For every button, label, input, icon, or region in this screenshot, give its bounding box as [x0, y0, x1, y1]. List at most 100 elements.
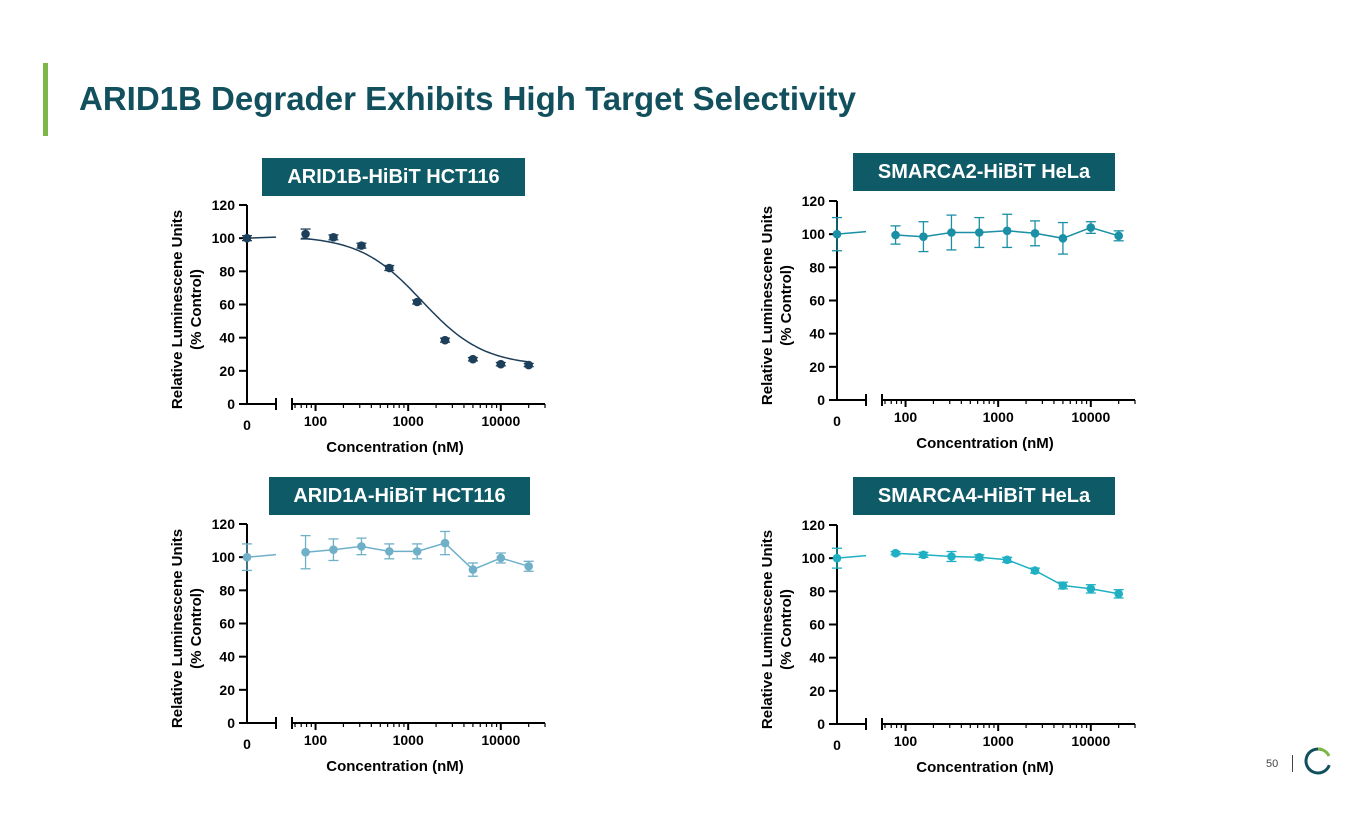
x-tick-label: 1000	[983, 733, 1014, 749]
x-tick-label: 10000	[481, 732, 520, 748]
data-point	[1058, 581, 1068, 590]
data-point	[468, 354, 478, 364]
panel-label-smarca4: SMARCA4-HiBiT HeLa	[853, 477, 1115, 515]
ring-logo-icon	[1302, 745, 1334, 782]
y-tick-label: 80	[809, 583, 825, 599]
data-point	[947, 552, 956, 561]
x-tick-label: 1000	[983, 409, 1014, 425]
data-point	[1058, 234, 1068, 243]
x-tick-label: 1000	[393, 732, 424, 748]
y-axis-label-line: Relative Luminescene Units	[169, 210, 186, 409]
chart-smarca4: 0 20 40 60 80 100 120 Relative Luminescene Unit…	[740, 510, 1150, 785]
y-tick-label: 60	[809, 617, 825, 633]
y-tick-label: 100	[802, 550, 826, 566]
data-point	[468, 565, 478, 574]
data-point	[440, 538, 450, 548]
footer-divider	[1292, 755, 1293, 772]
x-tick-label: 10000	[1071, 409, 1110, 425]
y-tick-label: 120	[802, 193, 826, 209]
data-point	[412, 547, 422, 556]
x-axis-label: Concentration (nM)	[326, 439, 463, 456]
data-point	[832, 229, 842, 239]
y-axis-label-line: Relative Luminescene Units	[759, 206, 776, 405]
x-axis-label: Concentration (nM)	[326, 758, 463, 775]
y-tick-label: 0	[817, 392, 825, 408]
data-point	[329, 233, 338, 242]
control-series-line	[836, 230, 867, 235]
y-tick-label: 80	[219, 582, 235, 598]
y-tick-label: 120	[802, 517, 826, 533]
data-point	[329, 545, 338, 555]
x-tick-label: 100	[304, 413, 328, 429]
y-tick-label: 20	[219, 363, 235, 379]
y-tick-label: 80	[809, 259, 825, 275]
y-tick-label: 100	[802, 226, 826, 242]
x-tick-label: 100	[894, 733, 918, 749]
x-tick-label-control: 0	[833, 737, 841, 753]
y-tick-label: 120	[212, 197, 236, 213]
y-axis-label-line: Relative Luminescene Units	[169, 529, 186, 728]
data-point	[974, 228, 984, 237]
chart-arid1a: 0 20 40 60 80 100 120 Relative Luminescene Unit…	[150, 509, 560, 784]
y-tick-label: 0	[227, 715, 235, 731]
y-tick-label: 40	[219, 330, 235, 346]
page-number: 50	[1266, 758, 1279, 770]
data-point	[832, 553, 842, 563]
data-point	[384, 263, 394, 273]
title-accent-bar	[43, 63, 48, 136]
x-tick-label: 1000	[393, 413, 424, 429]
data-point	[1114, 231, 1123, 241]
y-tick-label: 40	[809, 650, 825, 666]
y-axis-label: Relative Luminescene Units (% Control)	[169, 210, 205, 409]
x-tick-label-control: 0	[833, 413, 841, 429]
data-point	[384, 547, 394, 556]
y-axis-label: Relative Luminescene Units (% Control)	[759, 530, 795, 729]
y-tick-label: 100	[212, 549, 236, 565]
y-axis-label: Relative Luminescene Units (% Control)	[169, 529, 205, 728]
data-point	[242, 233, 252, 243]
y-axis-label: Relative Luminescene Units (% Control)	[759, 206, 795, 405]
y-tick-label: 0	[817, 716, 825, 732]
x-tick-label-control: 0	[243, 736, 251, 752]
data-point	[1086, 223, 1096, 232]
data-point	[1030, 566, 1040, 575]
control-series-line	[246, 236, 277, 239]
panel-label-arid1a: ARID1A-HiBiT HCT116	[269, 477, 530, 515]
y-axis-label-line: (% Control)	[188, 588, 205, 669]
panel-label-arid1b: ARID1B-HiBiT HCT116	[262, 158, 525, 196]
x-tick-label: 100	[304, 732, 328, 748]
data-point	[242, 552, 252, 562]
data-point	[891, 230, 900, 240]
data-point	[1086, 584, 1096, 594]
y-axis-label-line: (% Control)	[778, 589, 795, 670]
x-tick-label: 10000	[1071, 733, 1110, 749]
y-tick-label: 40	[809, 326, 825, 342]
data-point	[301, 547, 310, 557]
data-point	[919, 232, 928, 241]
y-axis-label-line: Relative Luminescene Units	[759, 530, 776, 729]
x-axis-label: Concentration (nM)	[916, 759, 1053, 776]
y-tick-label: 20	[809, 683, 825, 699]
series-line	[301, 237, 529, 363]
data-point	[1030, 229, 1040, 238]
data-point	[357, 241, 366, 250]
y-tick-label: 120	[212, 516, 236, 532]
y-tick-label: 0	[227, 396, 235, 412]
x-tick-label: 100	[894, 409, 918, 425]
y-tick-label: 60	[219, 616, 235, 632]
data-point	[974, 553, 984, 562]
data-point	[301, 229, 310, 239]
y-tick-label: 40	[219, 649, 235, 665]
y-axis-label-line: (% Control)	[778, 265, 795, 346]
y-tick-label: 100	[212, 230, 236, 246]
data-point	[1002, 226, 1012, 236]
data-point	[357, 542, 366, 551]
control-series-line	[246, 553, 277, 558]
chart-arid1b: 0 20 40 60 80 100 120 Relative Luminescene Unit…	[150, 190, 560, 465]
data-point	[496, 553, 506, 563]
x-tick-label: 10000	[481, 413, 520, 429]
data-point	[1114, 589, 1123, 599]
y-tick-label: 60	[219, 297, 235, 313]
data-point	[919, 550, 928, 560]
data-point	[496, 359, 506, 369]
